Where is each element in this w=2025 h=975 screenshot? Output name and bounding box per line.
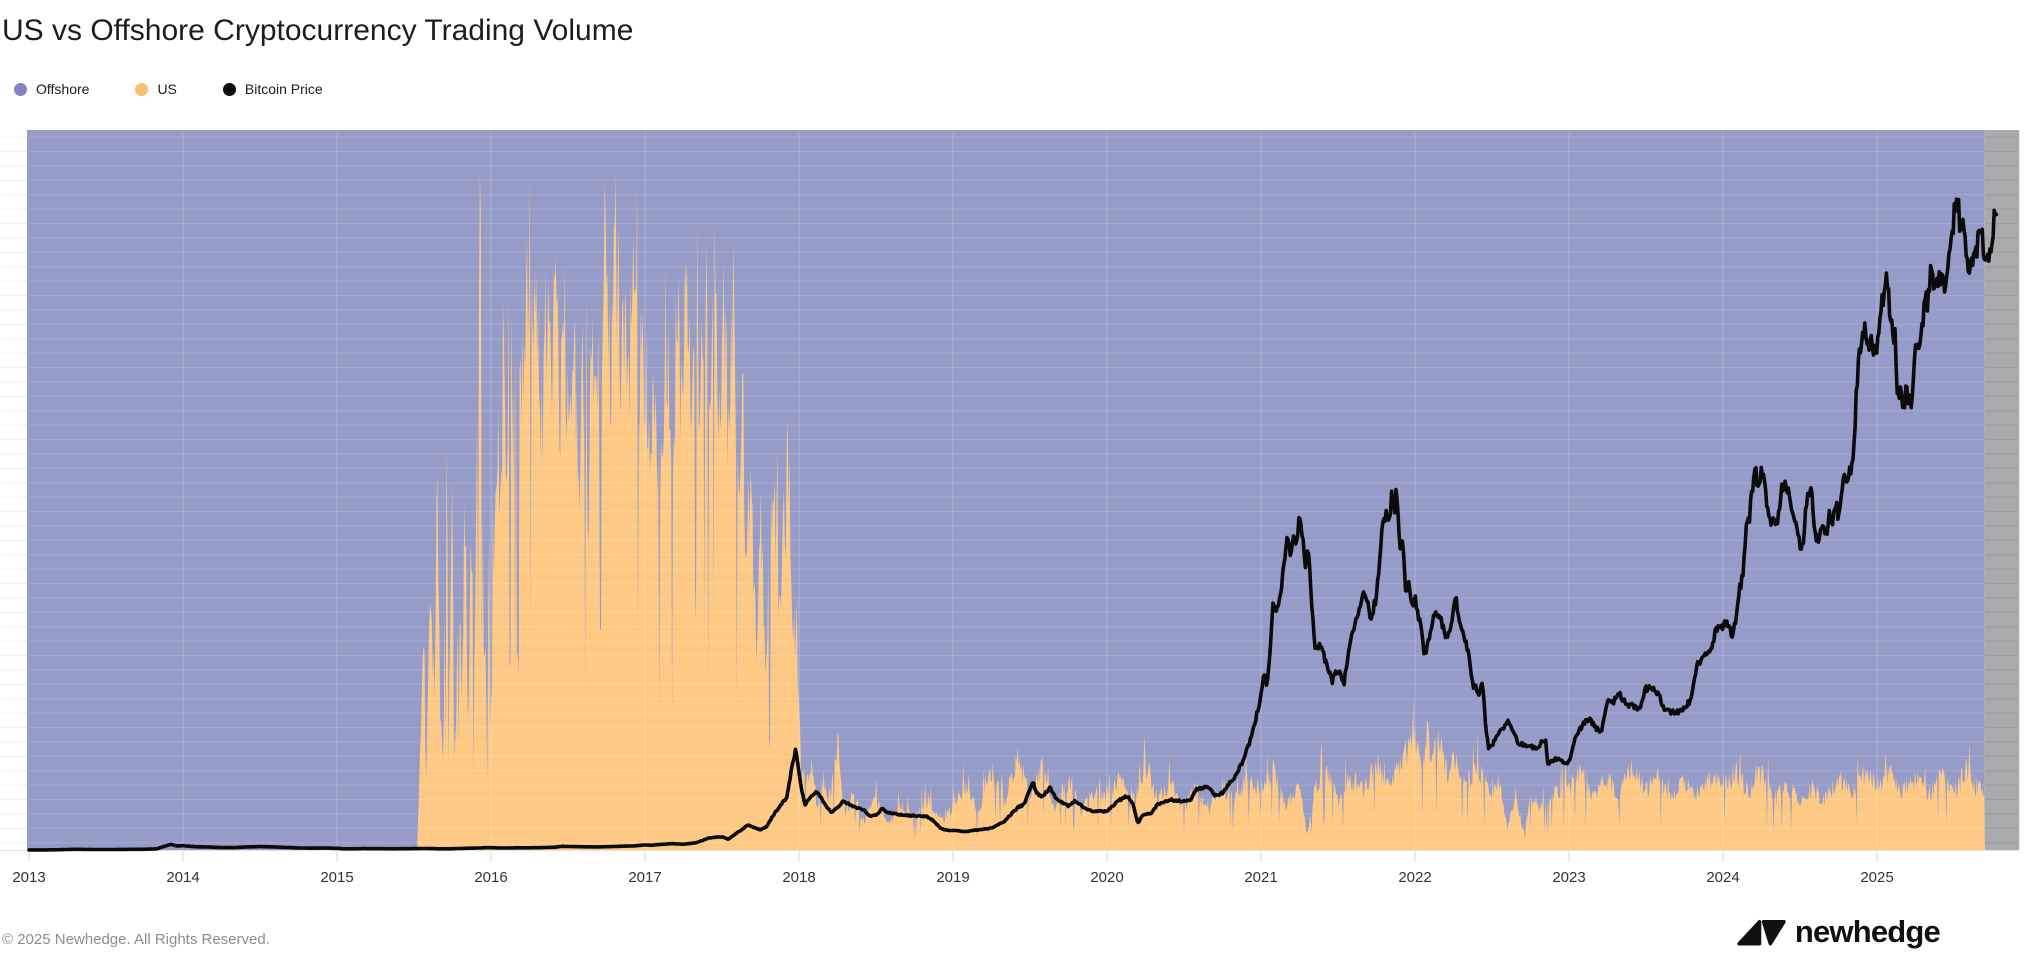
x-axis-label-2022: 2022 <box>1398 869 1432 886</box>
page-title: US vs Offshore Cryptocurrency Trading Vo… <box>2 14 634 47</box>
offshore-dot-icon <box>14 82 27 96</box>
us-dot-icon <box>135 82 149 96</box>
legend-label-offshore: Offshore <box>36 81 90 97</box>
x-axis-label-2020: 2020 <box>1090 869 1124 886</box>
legend-label-bitcoin-price: Bitcoin Price <box>244 81 323 97</box>
x-axis-label-2021: 2021 <box>1244 869 1278 886</box>
legend-item-us[interactable]: US <box>135 81 177 97</box>
newhedge-logo-icon <box>1737 919 1786 945</box>
chart-legend: Offshore US Bitcoin Price <box>14 81 323 97</box>
x-axis-label-2015: 2015 <box>320 869 354 886</box>
x-axis-label-2025: 2025 <box>1860 869 1894 886</box>
x-axis-label-2024: 2024 <box>1706 869 1740 886</box>
x-axis-label-2023: 2023 <box>1552 869 1586 886</box>
x-axis-label-2019: 2019 <box>936 869 970 886</box>
legend-item-offshore[interactable]: Offshore <box>14 81 89 97</box>
brand-name: newhedge <box>1794 914 1941 949</box>
legend-item-bitcoin-price[interactable]: Bitcoin Price <box>222 81 323 97</box>
legend-label-us: US <box>157 81 177 97</box>
copyright-text: © 2025 Newhedge. All Rights Reserved. <box>2 931 270 948</box>
x-axis-label-2016: 2016 <box>474 869 508 886</box>
x-axis-label-2013: 2013 <box>12 869 46 886</box>
bitcoin-price-dot-icon <box>222 82 236 96</box>
x-axis-label-2014: 2014 <box>166 869 200 886</box>
brand-footer[interactable]: newhedge <box>1737 908 1941 956</box>
x-axis-label-2017: 2017 <box>628 869 662 886</box>
x-axis-label-2018: 2018 <box>782 869 816 886</box>
